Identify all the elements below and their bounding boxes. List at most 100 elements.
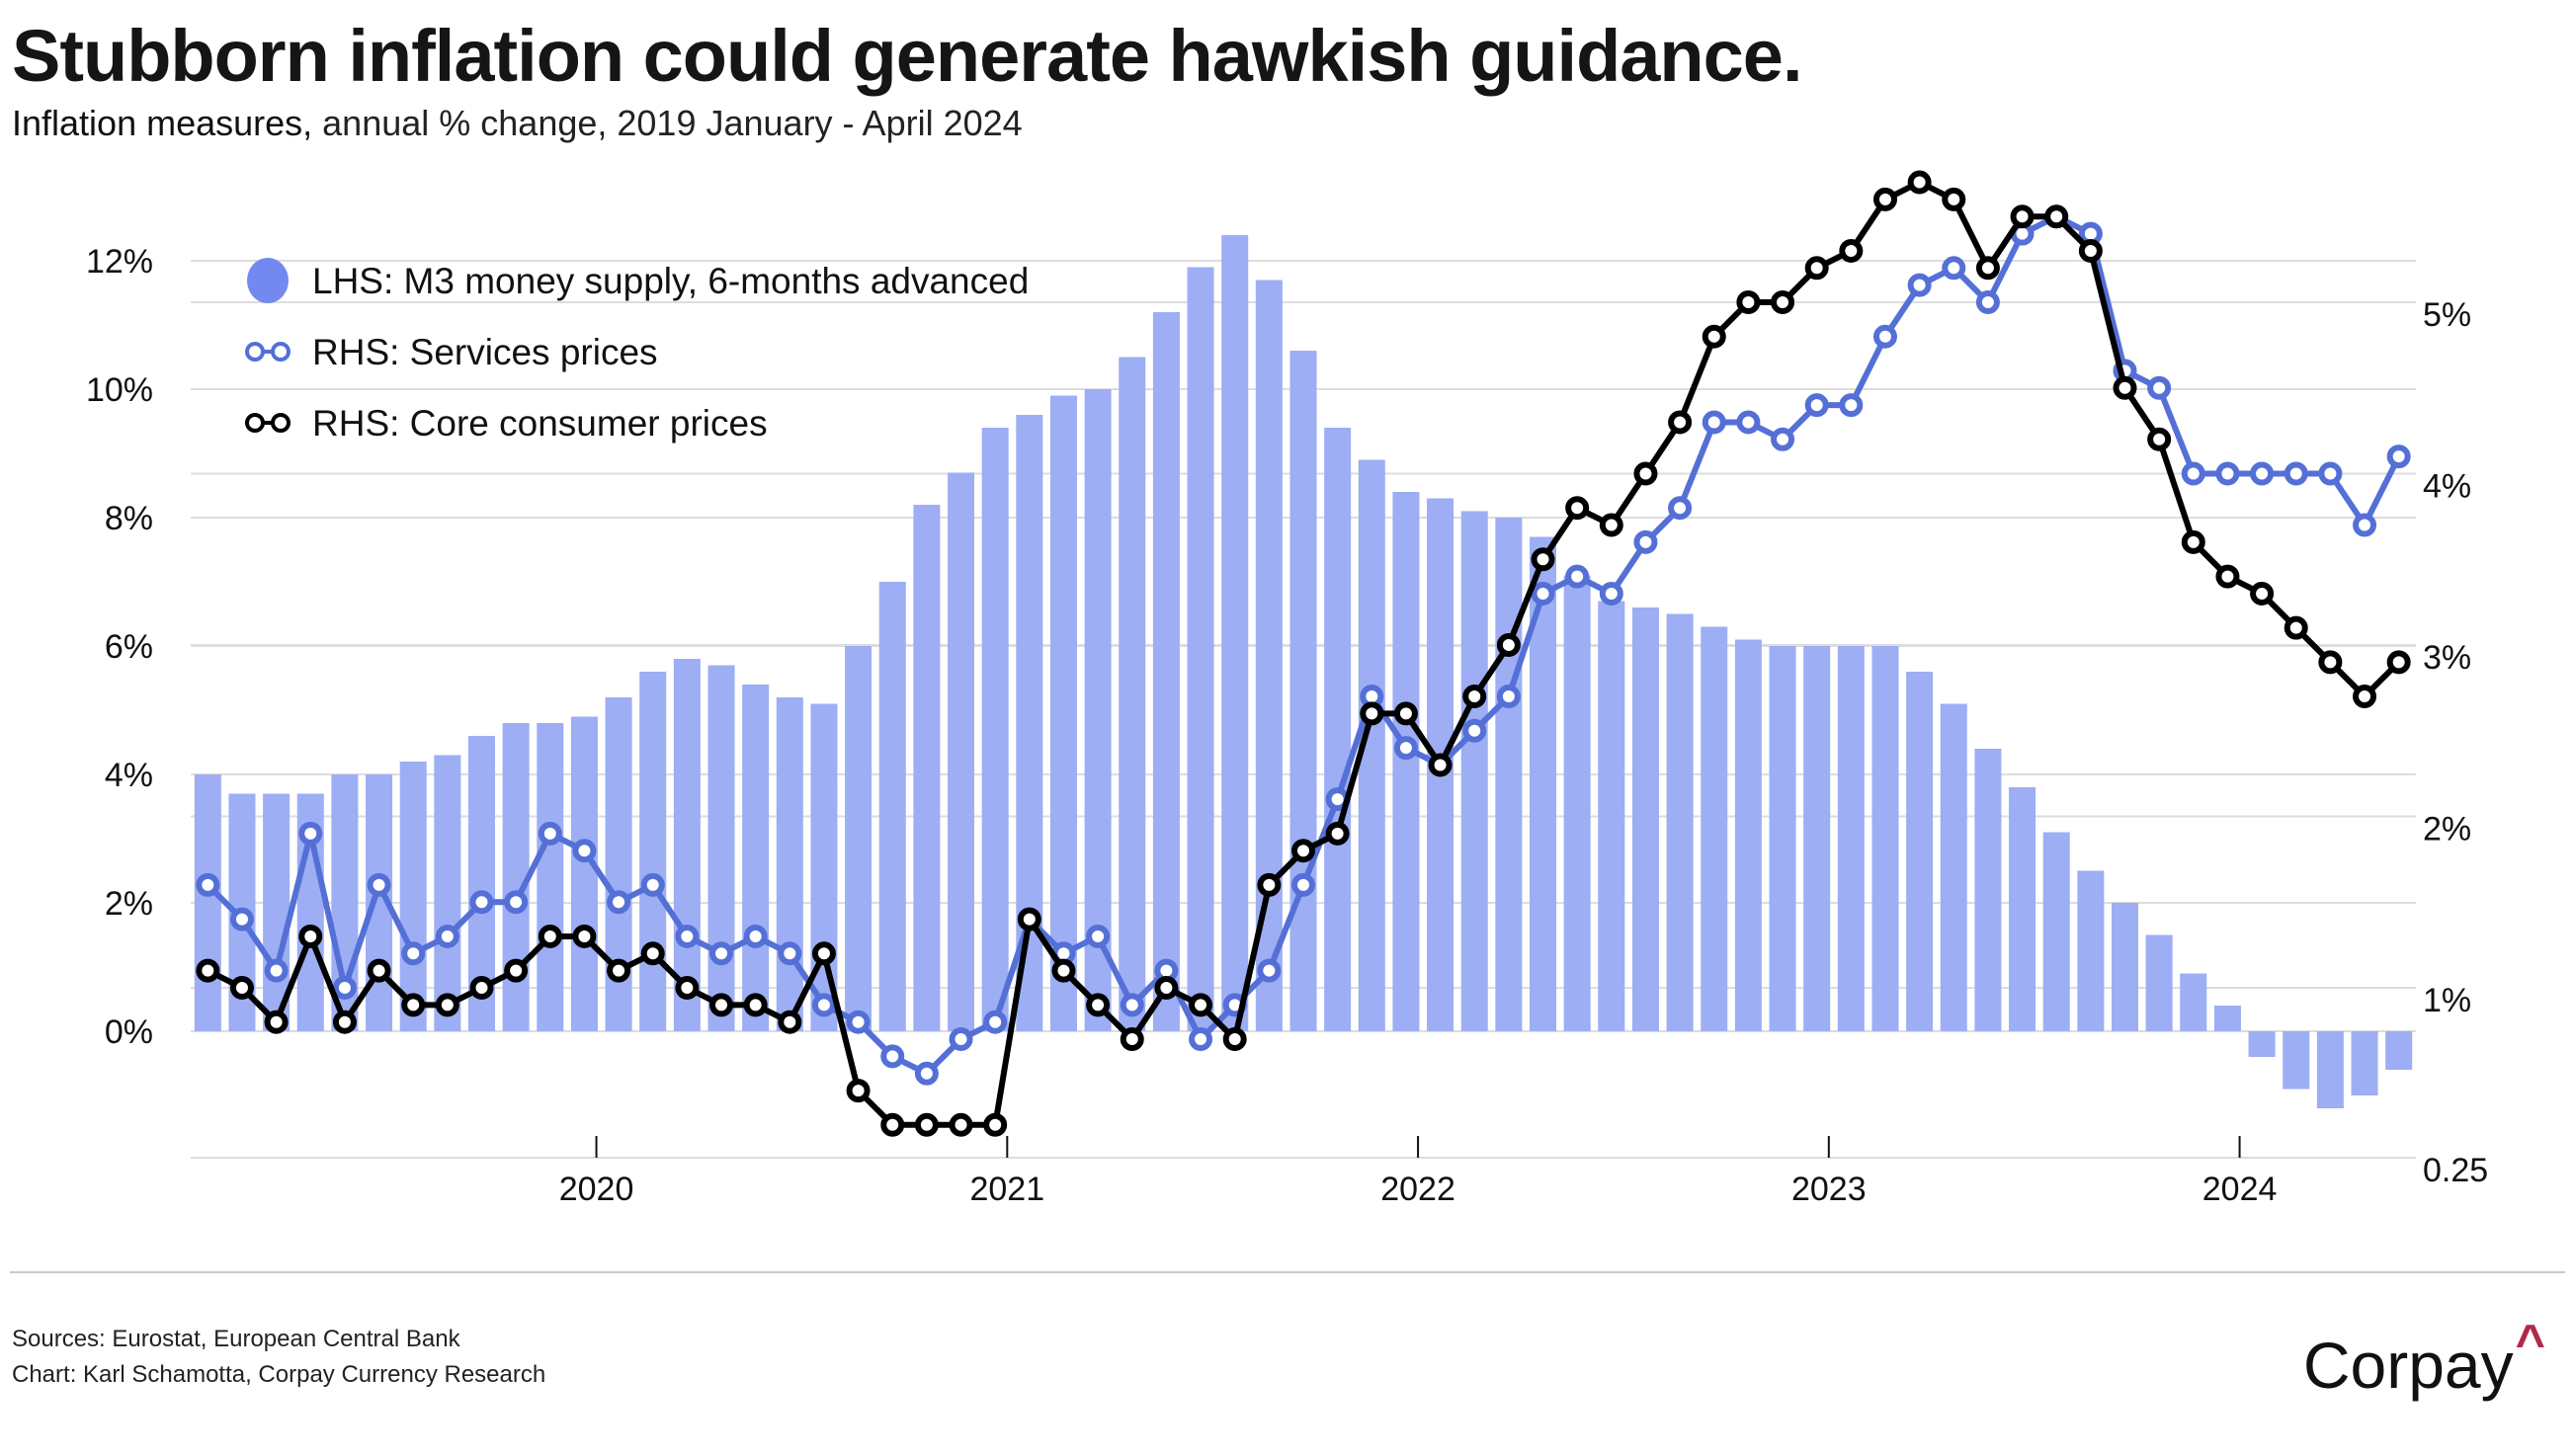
- y-right-tick-label: 4%: [2423, 468, 2471, 506]
- core-point: [2078, 238, 2103, 263]
- services-point: [1839, 393, 1864, 418]
- x-tick-label: 2022: [1380, 1171, 1455, 1208]
- core-point: [1668, 410, 1693, 435]
- core-point: [1325, 821, 1350, 846]
- services-point: [401, 941, 426, 966]
- m3-bar: [1049, 395, 1077, 1031]
- x-tick-label: 2024: [2202, 1171, 2278, 1208]
- m3-bar: [1392, 492, 1420, 1031]
- core-point: [2250, 581, 2275, 606]
- sources-note: Sources: Eurostat, European Central Bank: [12, 1326, 460, 1352]
- core-point: [1975, 256, 2000, 281]
- footer-divider: [10, 1271, 2565, 1273]
- services-point: [1291, 872, 1315, 897]
- services-point: [1462, 718, 1487, 743]
- services-point: [1736, 410, 1761, 435]
- m3-bar: [2213, 1006, 2241, 1031]
- services-point: [469, 890, 494, 915]
- services-point: [2250, 461, 2275, 486]
- core-point: [2353, 685, 2377, 709]
- core-point: [1907, 170, 1932, 195]
- core-point: [675, 976, 700, 1000]
- core-point: [709, 993, 734, 1017]
- services-point: [1189, 1027, 1213, 1052]
- m3-bar: [1530, 536, 1557, 1031]
- m3-bar: [1187, 267, 1214, 1031]
- y-left-tick-label: 0%: [105, 1013, 153, 1051]
- core-point: [572, 924, 597, 948]
- services-point: [1257, 958, 1282, 983]
- core-point: [1428, 753, 1453, 777]
- m3-bar: [1255, 280, 1283, 1031]
- services-point: [264, 958, 289, 983]
- core-point: [1942, 187, 1966, 211]
- services-point: [1804, 393, 1829, 418]
- m3-bar: [878, 582, 906, 1031]
- m3-bar: [537, 723, 564, 1031]
- core-point: [846, 1079, 871, 1103]
- logo-caret-icon: ^: [2515, 1315, 2545, 1372]
- chart-credit: Chart: Karl Schamotta, Corpay Currency R…: [12, 1361, 546, 1388]
- core-point: [435, 993, 459, 1017]
- m3-bar: [2111, 903, 2139, 1031]
- m3-bar: [1324, 428, 1352, 1031]
- core-point: [983, 1112, 1008, 1137]
- m3-bar: [845, 646, 872, 1031]
- core-point: [2284, 615, 2308, 640]
- core-point: [2386, 650, 2411, 675]
- core-point: [1017, 907, 1041, 931]
- core-point: [1086, 993, 1111, 1017]
- chart-subtitle: Inflation measures, annual % change, 201…: [12, 103, 1023, 144]
- m3-bar: [1152, 312, 1180, 1031]
- core-point: [1531, 547, 1555, 572]
- m3-bar: [2145, 934, 2173, 1031]
- services-point: [435, 924, 459, 948]
- core-point: [1257, 872, 1282, 897]
- core-point: [1839, 238, 1864, 263]
- core-point: [538, 924, 562, 948]
- subtitle-rest: annual % change, 2019 January - April 20…: [312, 103, 1023, 143]
- services-point: [2386, 445, 2411, 469]
- m3-bar: [1563, 575, 1591, 1031]
- legend-m3-swatch: [247, 258, 289, 303]
- x-tick-label: 2020: [559, 1171, 634, 1208]
- m3-bar: [1701, 626, 1728, 1031]
- legend-core-label: RHS: Core consumer prices: [312, 403, 768, 444]
- services-point: [743, 924, 768, 948]
- services-point: [640, 872, 665, 897]
- m3-bar: [2316, 1031, 2344, 1108]
- m3-bar: [2283, 1031, 2310, 1090]
- services-point: [709, 941, 734, 966]
- core-point: [332, 1010, 357, 1034]
- m3-bar: [2385, 1031, 2413, 1070]
- subtitle-strong: Inflation measures,: [12, 103, 313, 143]
- services-point: [880, 1044, 905, 1069]
- core-point: [2044, 204, 2069, 229]
- core-point: [1633, 461, 1658, 486]
- services-point: [778, 941, 802, 966]
- core-point: [1462, 685, 1487, 709]
- core-point: [1736, 290, 1761, 314]
- y-left-tick-label: 8%: [105, 500, 153, 537]
- m3-bar: [1460, 511, 1488, 1031]
- core-point: [2147, 427, 2172, 451]
- core-point: [298, 924, 323, 948]
- core-point: [504, 958, 529, 983]
- m3-bar: [2077, 870, 2105, 1031]
- core-point: [743, 993, 768, 1017]
- chart-plot: 0% 2% 4% 6% 8% 10% 12% 0.25 1% 2% 3% 4% 5% 2020 2021 20…: [86, 170, 2488, 1208]
- core-point: [1771, 290, 1795, 314]
- services-point: [2284, 461, 2308, 486]
- core-point: [2010, 204, 2035, 229]
- line-series: [196, 170, 2411, 1137]
- core-point: [1702, 324, 1726, 349]
- services-point: [1907, 273, 1932, 297]
- core-point: [229, 976, 254, 1000]
- services-point: [2318, 461, 2343, 486]
- logo-text: Corpay: [2302, 1329, 2514, 1402]
- core-point: [2318, 650, 2343, 675]
- services-point: [229, 907, 254, 931]
- core-point: [2181, 529, 2205, 554]
- core-point: [1360, 701, 1384, 726]
- services-point: [1942, 256, 1966, 281]
